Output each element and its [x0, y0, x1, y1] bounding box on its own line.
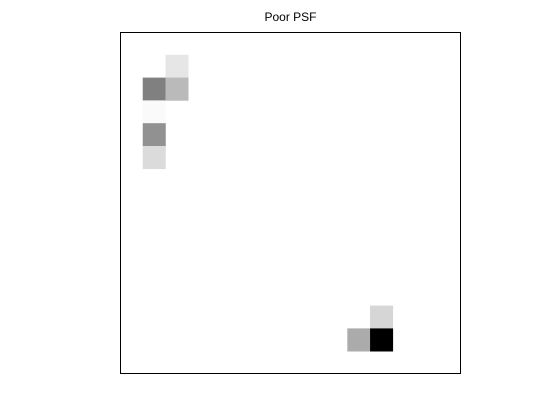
heatmap-cell-2: [165, 77, 189, 101]
heatmap-cell-7: [347, 328, 371, 352]
heatmap-cell-6: [370, 305, 394, 329]
chart-title: Poor PSF: [264, 10, 317, 24]
heatmap-cell-0: [165, 54, 189, 78]
heatmap-cell-4: [142, 123, 166, 147]
heatmap-cell-1: [142, 77, 166, 101]
heatmap-cell-3: [142, 100, 166, 124]
axes-frame: [120, 32, 461, 374]
heatmap-cells: [142, 54, 394, 352]
heatmap-cell-8: [370, 328, 394, 352]
heatmap-cell-5: [142, 146, 166, 170]
